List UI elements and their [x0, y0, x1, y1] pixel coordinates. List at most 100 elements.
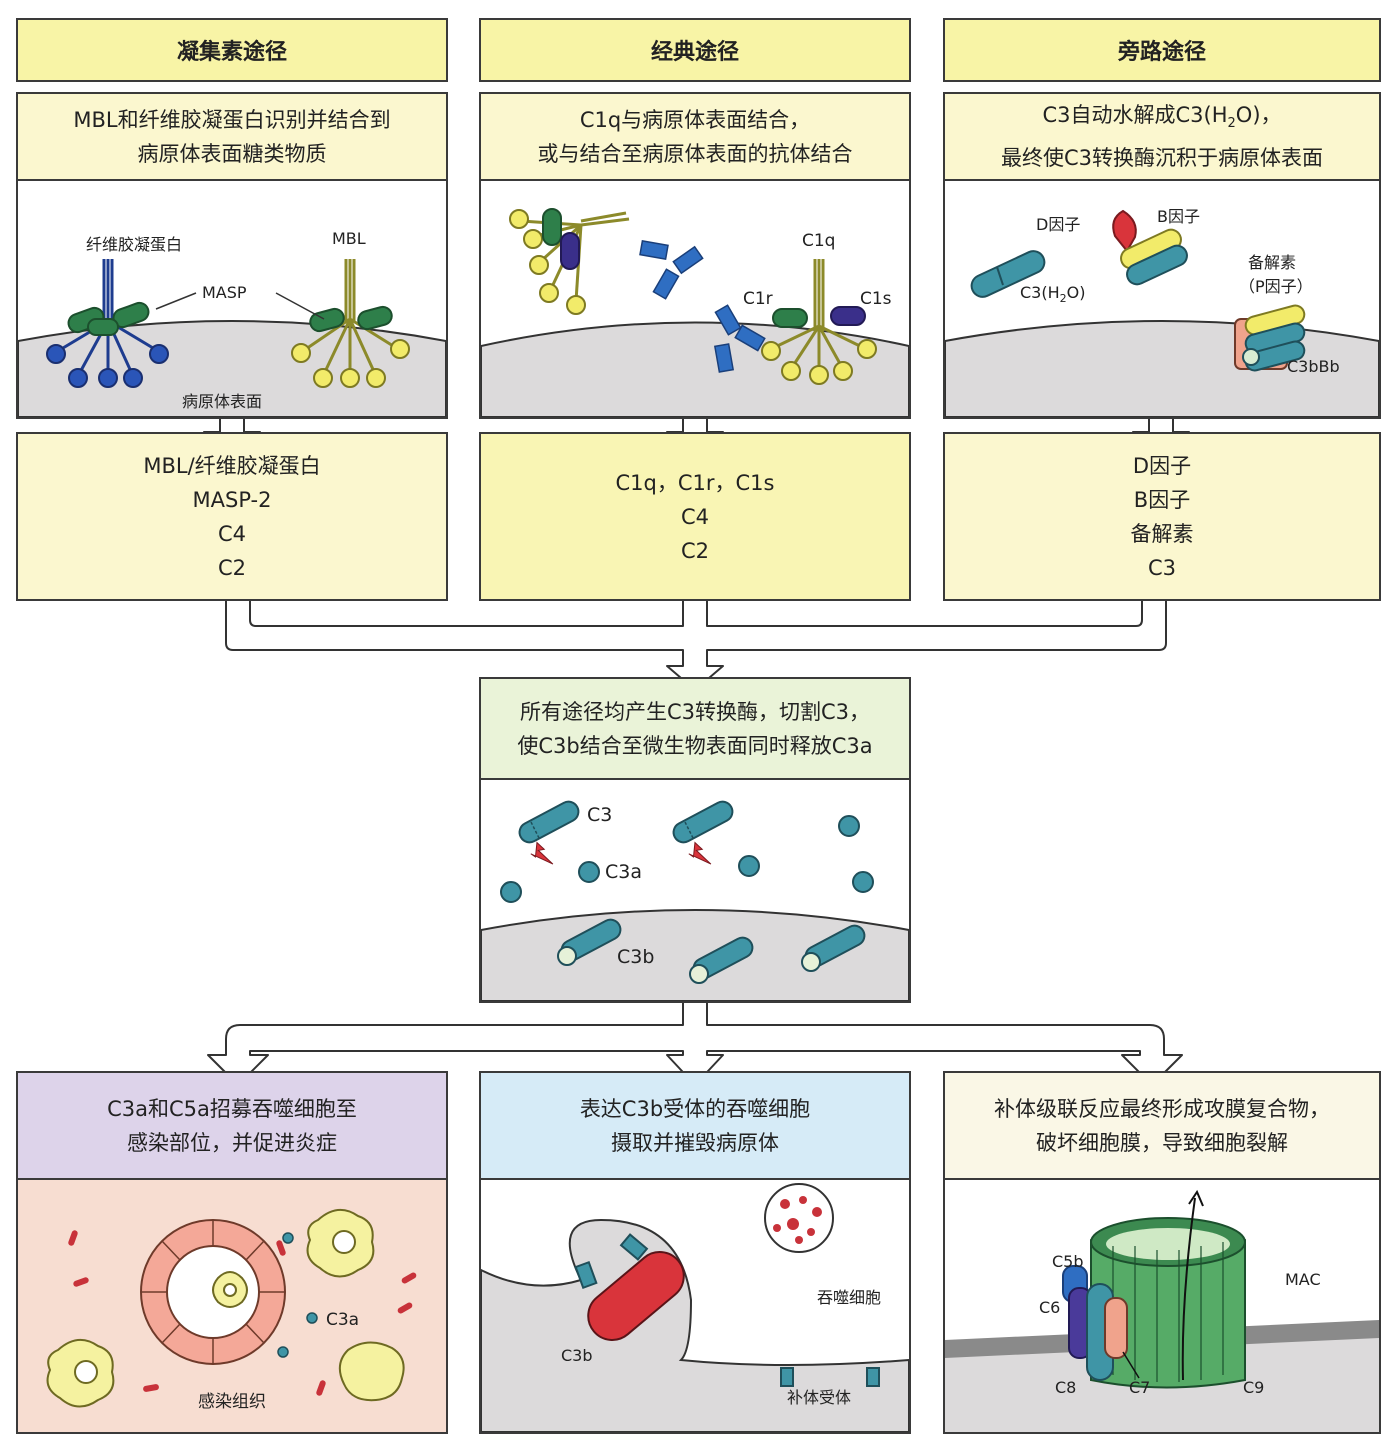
- alternative-component: B因子: [1133, 487, 1191, 512]
- c3a-fragment: [500, 815, 874, 903]
- c8-label: C8: [1055, 1378, 1077, 1397]
- c3b-label: C3b: [561, 1346, 593, 1365]
- ficolin-label: 纤维胶凝蛋白: [86, 235, 183, 254]
- lectin-header-text: 凝集素途径: [176, 40, 287, 65]
- c3h2o-post: O): [1066, 283, 1086, 302]
- phagocytosis-desc-line2: 摄取并摧毁病原体: [611, 1130, 779, 1155]
- pathogen-bacterium: [587, 1251, 685, 1341]
- lectin-header: 凝集素途径: [16, 18, 448, 82]
- antibody-bound: [713, 304, 766, 373]
- c3-molecule: [518, 800, 580, 844]
- c3h2o-pre: C3(H: [1020, 283, 1060, 302]
- complement-receptor: [574, 1233, 880, 1387]
- c3-molecule: [672, 800, 734, 844]
- masp-label: MASP: [202, 283, 247, 302]
- lectin-description: MBL和纤维胶凝蛋白识别并结合到 病原体表面糖类物质: [16, 92, 448, 181]
- classical-component: C2: [680, 538, 710, 563]
- phagocytosis-desc-line1: 表达C3b受体的吞噬细胞: [579, 1096, 811, 1121]
- c3a-label: C3a: [326, 1310, 360, 1330]
- alternative-component: 备解素: [1130, 521, 1194, 546]
- alternative-header: 旁路途径: [943, 18, 1381, 82]
- c5b-c8-complex: [1062, 1265, 1128, 1381]
- lectin-desc-line2: 病原体表面糖类物质: [137, 141, 327, 166]
- mbl-label: MBL: [332, 229, 366, 248]
- alternative-component: D因子: [1132, 453, 1192, 478]
- c3bbb-label: C3bBb: [1287, 357, 1340, 376]
- cleavage-arrow: [530, 841, 712, 865]
- c3b-bound: [557, 918, 866, 984]
- phagosome: [764, 1183, 834, 1253]
- properdin-label: 备解素: [1248, 253, 1297, 272]
- phagocytosis-description: 表达C3b受体的吞噬细胞 摄取并摧毁病原体: [479, 1071, 911, 1180]
- merge-arrow: [225, 599, 1167, 691]
- alternative-desc-line1: C3自动水解成C3(H2O)，: [1042, 98, 1281, 141]
- c6-label: C6: [1039, 1298, 1061, 1317]
- lectin-component: C2: [217, 555, 247, 580]
- alternative-header-text: 旁路途径: [1117, 40, 1206, 65]
- classical-description: C1q与病原体表面结合， 或与结合至病原体表面的抗体结合: [479, 92, 911, 181]
- c3-label: C3: [587, 804, 613, 826]
- mac-illustration: C5b C6 C8 C7 C9 MAC: [943, 1178, 1381, 1434]
- mac-desc-line2: 破坏细胞膜，导致细胞裂解: [1036, 1130, 1288, 1155]
- alternative-description: C3自动水解成C3(H2O)， 最终使C3转换酶沉积于病原体表面: [943, 92, 1381, 181]
- factor-d-label: D因子: [1036, 215, 1081, 234]
- c1r-label: C1r: [743, 289, 773, 309]
- c1q-label: C1q: [802, 231, 836, 251]
- tissue-label: 感染组织: [198, 1392, 266, 1412]
- alternative-desc-line2: 最终使C3转换酶沉积于病原体表面: [1000, 146, 1324, 171]
- c3bbb-complex: [1234, 304, 1306, 372]
- mac-description: 补体级联反应最终形成攻膜复合物， 破坏细胞膜，导致细胞裂解: [943, 1071, 1381, 1180]
- c5b-label: C5b: [1052, 1252, 1084, 1271]
- classical-component: C4: [680, 504, 710, 529]
- alt-desc-sub: 2: [1227, 116, 1236, 132]
- properdin-p-label: （P因子）: [1239, 277, 1313, 296]
- mac-desc-line1: 补体级联反应最终形成攻膜复合物，: [994, 1096, 1330, 1121]
- lectin-illustration: 纤维胶凝蛋白 MBL MASP 病原体表面: [16, 179, 448, 419]
- inflammation-desc-line1: C3a和C5a招募吞噬细胞至: [107, 1096, 357, 1121]
- c3h2o-label: C3(H2O): [1020, 283, 1085, 305]
- classical-header-text: 经典途径: [650, 40, 739, 65]
- convertase-illustration: C3 C3a C3b: [479, 778, 911, 1003]
- c1-complex-free: [509, 208, 630, 315]
- lectin-component: MASP-2: [192, 487, 272, 512]
- alternative-illustration: D因子 B因子 C3(H2O) 备解素 （P因子） C3bBb: [943, 179, 1381, 419]
- phagocyte-label: 吞噬细胞: [817, 1288, 882, 1307]
- factor-b-molecule: [1120, 228, 1188, 286]
- classical-desc-line2: 或与结合至病原体表面的抗体结合: [537, 141, 853, 166]
- classical-illustration: C1q C1r C1s: [479, 179, 911, 419]
- antibody-free: [639, 239, 704, 300]
- lectin-component: MBL/纤维胶凝蛋白: [143, 453, 321, 478]
- alt-desc-post: O)，: [1235, 102, 1282, 127]
- c3a-label: C3a: [605, 861, 642, 883]
- classical-header: 经典途径: [479, 18, 911, 82]
- alternative-component: C3: [1147, 555, 1177, 580]
- lectin-desc-line1: MBL和纤维胶凝蛋白识别并结合到: [73, 107, 391, 132]
- c9-label: C9: [1243, 1378, 1265, 1397]
- classical-component: C1q，C1r，C1s: [615, 470, 775, 495]
- inflammation-description: C3a和C5a招募吞噬细胞至 感染部位，并促进炎症: [16, 1071, 448, 1180]
- surface-label: 病原体表面: [182, 392, 263, 411]
- c7-label: C7: [1129, 1378, 1151, 1397]
- split-arrow: [207, 1001, 1183, 1086]
- c3b-label: C3b: [617, 946, 655, 968]
- c3h2o-sub: 2: [1059, 292, 1067, 306]
- receptor-label: 补体受体: [787, 1388, 852, 1407]
- c1s-label: C1s: [860, 289, 892, 309]
- c3a-fragment: [277, 1232, 318, 1358]
- convertase-desc-line1: 所有途径均产生C3转换酶，切割C3，: [519, 699, 871, 724]
- lectin-components: MBL/纤维胶凝蛋白 MASP-2 C4 C2: [16, 432, 448, 601]
- inflammation-illustration: C3a 感染组织: [16, 1178, 448, 1434]
- classical-components: C1q，C1r，C1s C4 C2: [479, 432, 911, 601]
- lectin-component: C4: [217, 521, 247, 546]
- convertase-desc-line2: 使C3b结合至微生物表面同时释放C3a: [517, 733, 873, 758]
- alt-desc-pre: C3自动水解成C3(H: [1042, 102, 1228, 127]
- c3h2o-molecule: [970, 250, 1046, 298]
- phagocytosis-illustration: C3b 吞噬细胞 补体受体: [479, 1178, 911, 1434]
- inflammation-desc-line2: 感染部位，并促进炎症: [127, 1130, 337, 1155]
- alternative-components: D因子 B因子 备解素 C3: [943, 432, 1381, 601]
- classical-desc-line1: C1q与病原体表面结合，: [579, 107, 811, 132]
- convertase-description: 所有途径均产生C3转换酶，切割C3， 使C3b结合至微生物表面同时释放C3a: [479, 677, 911, 780]
- factor-b-label: B因子: [1157, 207, 1200, 226]
- mac-label: MAC: [1285, 1270, 1321, 1289]
- bacteria: [68, 1230, 417, 1396]
